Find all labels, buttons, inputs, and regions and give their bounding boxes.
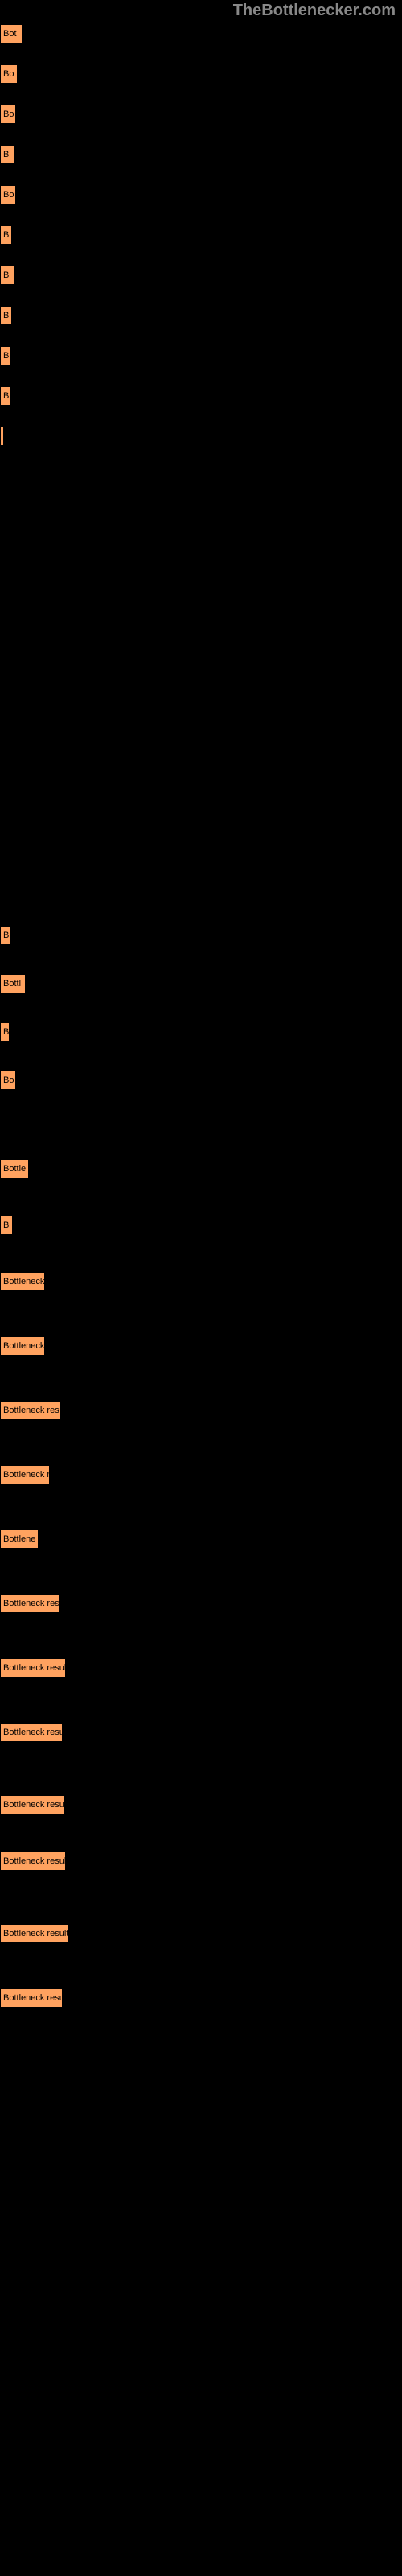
chart-bar: Bottleneck [0,1336,45,1356]
chart-bar: Bo [0,64,18,84]
chart-bar: Bottleneck resul [0,1795,64,1814]
chart-bar: B [0,225,12,245]
chart-bar: B [0,346,11,365]
chart-bar: B [0,1216,13,1235]
chart-bar: B [0,1022,10,1042]
bar-chart: Bot Bo Bo B Bo B B B B B B Bottl B Bo Bottle B Bottlenec… [0,0,402,2576]
chart-bar: Bot [0,24,23,43]
chart-bar: Bo [0,1071,16,1090]
chart-bar: Bottleneck res [0,1594,59,1613]
chart-bar: Bottleneck resu [0,1988,63,2008]
chart-bar: B [0,386,10,406]
chart-bar: Bottleneck resu [0,1723,63,1742]
chart-bar: Bottleneck res [0,1401,61,1420]
chart-bar: Bottle [0,1159,29,1179]
chart-bar: B [0,926,11,945]
chart-bar: Bo [0,105,16,124]
chart-bar: B [0,266,14,285]
chart-bar: Bottleneck resul [0,1658,66,1678]
chart-bar: Bottleneck r [0,1465,50,1484]
chart-bar: Bottleneck resul [0,1852,66,1871]
chart-bar: Bottlene [0,1530,39,1549]
chart-bar: Bottl [0,974,26,993]
chart-bar: Bottleneck result [0,1924,69,1943]
chart-bar: B [0,306,12,325]
chart-bar: Bo [0,185,16,204]
chart-bar [0,427,4,446]
chart-bar: Bottleneck [0,1272,45,1291]
chart-bar: B [0,145,14,164]
